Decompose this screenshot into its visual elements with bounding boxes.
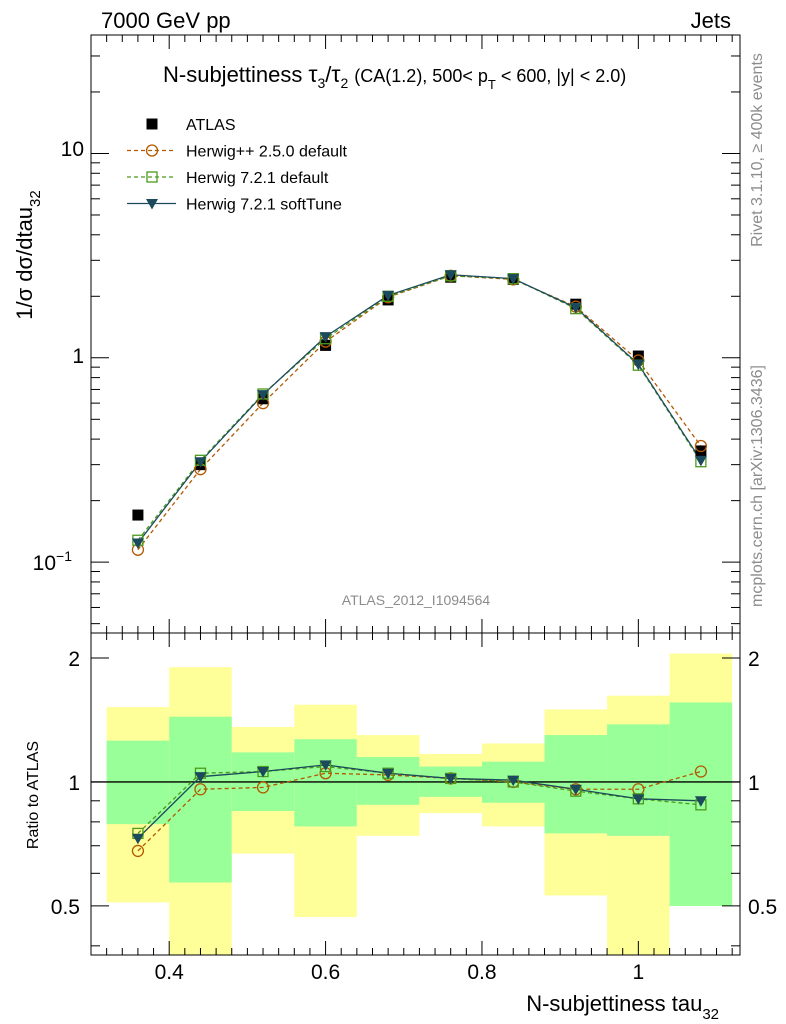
title-cuts-a: (CA(1.2), 500< p xyxy=(354,66,488,86)
legend-marker xyxy=(146,199,158,210)
header-right-label: Jets xyxy=(691,8,731,33)
ratio-point xyxy=(444,773,457,785)
main-point xyxy=(694,455,707,467)
ratio-point xyxy=(131,844,145,858)
ratio-point xyxy=(382,768,395,780)
ratio-point xyxy=(194,783,207,796)
main-point xyxy=(444,270,457,281)
ratio-ytick-label-right: 1 xyxy=(748,772,760,795)
main-point xyxy=(694,439,708,453)
legend-label: Herwig 7.2.1 softTune xyxy=(186,197,342,214)
title-slash: / xyxy=(325,62,332,87)
main-line-herwig-2-5-0-default xyxy=(137,275,702,551)
main-point xyxy=(632,359,645,371)
ratio-y-axis-label: Ratio to ATLAS xyxy=(25,741,42,849)
main-point xyxy=(132,509,144,521)
ratio-point xyxy=(257,767,270,778)
main-point xyxy=(320,339,332,351)
main-point xyxy=(569,303,582,314)
rivet-version-label: Rivet 3.1.10, ≥ 400k events xyxy=(749,53,766,247)
main-y-label-text: 1/σ dσ/dtau xyxy=(12,207,37,320)
series-markers xyxy=(131,269,708,858)
x-tick-label: 0.4 xyxy=(155,961,185,984)
green-band-3 xyxy=(294,739,357,827)
x-tick-labels: 0.4 0.6 0.8 1 xyxy=(155,961,645,984)
green-band-8 xyxy=(607,724,670,836)
ratio-plot-frame xyxy=(90,632,741,956)
main-line-herwig-7-2-1-softtune xyxy=(137,274,702,544)
title-cuts-b: < 600, |y| < 2.0) xyxy=(496,66,626,86)
ratio-ytick-label-right: 2 xyxy=(748,648,760,671)
axis-ticks xyxy=(90,35,740,955)
main-point xyxy=(257,390,270,401)
main-ytick-label-10: 10 xyxy=(61,138,84,161)
ratio-point xyxy=(507,775,520,787)
ratio-point xyxy=(319,760,332,771)
legend-marker xyxy=(146,118,158,130)
x-tick-label: 0.6 xyxy=(311,961,340,984)
ratio-point xyxy=(694,796,707,807)
ytick-0.1-base: 10 xyxy=(33,552,56,575)
ratio-ytick-label-right: 0.5 xyxy=(748,896,777,919)
analysis-id-watermark: ATLAS_2012_I1094564 xyxy=(342,592,491,608)
ratio-line-herwig-2-5-0-default xyxy=(137,770,702,852)
legend-marker xyxy=(146,171,158,183)
x-label-sub: 32 xyxy=(702,1006,719,1023)
main-point xyxy=(319,332,332,343)
legend: ATLAS Herwig++ 2.5.0 default Herwig 7.2.1 … xyxy=(127,117,348,214)
main-line-herwig-7-2-1-default xyxy=(137,275,702,541)
ratio-ytick-labels: 2 2 1 1 0.5 0.5 xyxy=(51,648,777,919)
plot-title: N-subjettiness τ3/τ2 (CA(1.2), 500< pT < 6… xyxy=(163,61,626,92)
ratio-point xyxy=(256,781,270,794)
title-sub-t: T xyxy=(488,77,496,92)
legend-label: ATLAS xyxy=(186,117,236,134)
ratio-uncertainty-bands xyxy=(106,653,733,955)
legend-label: Herwig 7.2.1 default xyxy=(186,170,329,187)
main-point xyxy=(382,290,395,302)
legend-marker xyxy=(145,144,159,157)
header-left-label: 7000 GeV pp xyxy=(101,8,231,33)
main-point xyxy=(194,457,207,468)
series-lines xyxy=(137,274,702,852)
ratio-ytick-label-left: 2 xyxy=(68,648,80,671)
title-observable: N-subjettiness xyxy=(163,62,302,87)
main-y-axis-label: 1/σ dσ/dtau32 xyxy=(12,190,44,319)
x-axis-label: N-subjettiness tau32 xyxy=(526,991,719,1023)
main-ytick-label-1: 1 xyxy=(72,345,84,368)
ratio-point xyxy=(131,833,144,845)
main-point xyxy=(131,538,144,550)
title-sub-3: 3 xyxy=(317,75,325,91)
ytick-0.1-exponent: −1 xyxy=(56,548,72,564)
main-y-label-sub: 32 xyxy=(27,190,44,207)
ratio-point xyxy=(194,772,207,783)
x-tick-label: 1 xyxy=(633,961,645,984)
ratio-point xyxy=(632,794,645,805)
ratio-point xyxy=(569,784,582,796)
main-point xyxy=(632,350,644,362)
title-tau-a: τ xyxy=(308,61,317,87)
title-sub-2: 2 xyxy=(341,75,349,91)
green-band-1 xyxy=(169,716,232,883)
legend-label: Herwig++ 2.5.0 default xyxy=(186,144,348,161)
ratio-line-herwig-7-2-1-softtune xyxy=(137,764,701,839)
x-tick-label: 0.8 xyxy=(467,961,496,984)
ratio-point xyxy=(694,765,708,778)
ratio-ytick-label-left: 1 xyxy=(68,772,80,795)
x-label-text: N-subjettiness tau xyxy=(526,991,702,1016)
main-point xyxy=(507,274,520,285)
title-tau-b: τ xyxy=(331,61,340,87)
ratio-ytick-label-left: 0.5 xyxy=(51,896,80,919)
mcplots-source-label: mcplots.cern.ch [arXiv:1306.3436] xyxy=(749,365,766,607)
main-ytick-label-0.1: 10−1 xyxy=(33,548,73,575)
